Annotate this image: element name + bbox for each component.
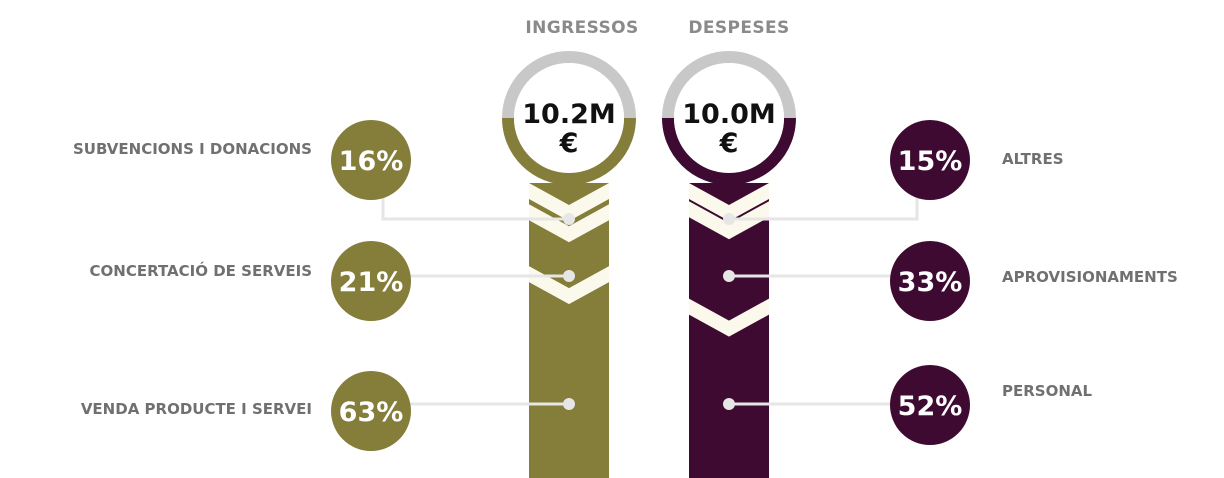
income-ring-center <box>514 63 624 173</box>
expense-total-currency: € <box>719 128 739 159</box>
income-bubble-2 <box>331 241 411 321</box>
income-category-2: CONCERTACIÓ DE SERVEIS <box>90 261 312 280</box>
expense-ring-top <box>662 51 796 119</box>
expense-column-title: DESPESES <box>688 18 789 38</box>
income-column-title: INGRESSOS <box>525 18 638 38</box>
expense-node-1 <box>723 213 735 225</box>
expense-ring-pointer <box>712 170 746 195</box>
income-node-3 <box>563 398 575 410</box>
expense-percent-1: 15% <box>898 146 963 177</box>
income-ring-pointer <box>552 170 586 195</box>
expense-bubble-2 <box>890 241 970 321</box>
income-total-ring: 10.2M € <box>502 51 636 195</box>
income-bubble-3 <box>331 371 411 451</box>
expense-bubble-3 <box>890 365 970 445</box>
income-chevron-1 <box>529 204 609 243</box>
expense-ring-center <box>674 63 784 173</box>
income-ring-top <box>502 51 636 119</box>
income-category-3: VENDA PRODUCTE I SERVEI <box>81 400 312 418</box>
expense-total-value: 10.0M <box>682 99 776 130</box>
expense-category-2: APROVISIONAMENTS <box>1002 268 1178 286</box>
income-total-value: 10.2M <box>522 99 616 130</box>
income-bubble-1 <box>331 120 411 200</box>
income-node-1 <box>563 213 575 225</box>
income-node-2 <box>563 270 575 282</box>
expense-node-2 <box>723 270 735 282</box>
income-chevron-2 <box>529 266 609 305</box>
chart-marks: 16% SUBVENCIONS I DONACIONS 21% CONCERTACIÓ… <box>73 120 1178 478</box>
expense-category-1: ALTRES <box>1002 150 1064 168</box>
expense-chevron-2 <box>689 298 769 337</box>
income-category-1: SUBVENCIONS I DONACIONS <box>73 140 312 158</box>
expense-percent-3: 52% <box>898 391 963 422</box>
expense-percent-2: 33% <box>898 267 963 298</box>
income-percent-3: 63% <box>339 397 404 428</box>
expense-total-ring: 10.0M € <box>662 51 796 195</box>
income-percent-1: 16% <box>339 146 404 177</box>
expense-node-3 <box>723 398 735 410</box>
income-percent-2: 21% <box>339 267 404 298</box>
expense-bubble-1 <box>890 120 970 200</box>
income-total-currency: € <box>559 128 579 159</box>
expense-category-3: PERSONAL <box>1002 382 1093 400</box>
